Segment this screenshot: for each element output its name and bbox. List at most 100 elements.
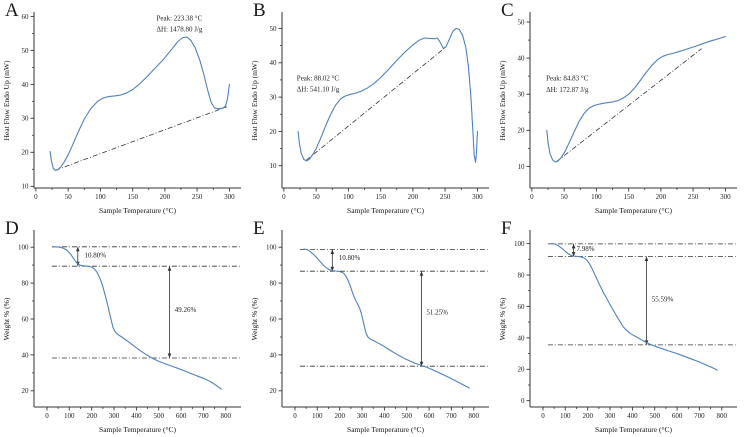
svg-text:300: 300	[720, 193, 731, 201]
svg-text:Sample Temperature (°C): Sample Temperature (°C)	[99, 206, 176, 215]
svg-text:7.98%: 7.98%	[577, 245, 595, 253]
svg-text:300: 300	[224, 193, 235, 201]
svg-text:ΔH: 541.10 J/g: ΔH: 541.10 J/g	[297, 86, 340, 94]
svg-text:700: 700	[694, 412, 705, 420]
svg-text:700: 700	[446, 412, 457, 420]
svg-text:150: 150	[127, 193, 138, 201]
panel-f: 0 100 200 300 400 500 600 700 800 0 20 40 60 80 100 Sam…	[496, 218, 744, 437]
svg-text:700: 700	[198, 412, 209, 420]
panel-label-b: B	[253, 0, 266, 21]
svg-text:Sample Temperature (°C): Sample Temperature (°C)	[347, 206, 424, 215]
svg-text:500: 500	[153, 412, 164, 420]
svg-text:10.80%: 10.80%	[339, 254, 361, 262]
svg-text:50: 50	[65, 193, 73, 201]
svg-text:300: 300	[357, 412, 368, 420]
svg-text:Peak: 88.02 °C: Peak: 88.02 °C	[297, 75, 340, 83]
svg-text:800: 800	[221, 412, 232, 420]
panel-c: 0 50 100 150 200 250 300 10 20 30 40 50 Sample Tempe…	[496, 0, 744, 218]
svg-text:0: 0	[530, 193, 534, 201]
dsc-chart-b: 0 50 100 150 200 250 300 10 20 30 40 50 Sample Tempe…	[250, 12, 489, 215]
svg-text:Heat Flow Endo Up (mW): Heat Flow Endo Up (mW)	[250, 60, 259, 140]
svg-text:49.26%: 49.26%	[175, 306, 197, 314]
svg-text:200: 200	[160, 193, 171, 201]
svg-text:ΔH: 1478.80 J/g: ΔH: 1478.80 J/g	[157, 25, 203, 33]
svg-text:55.59%: 55.59%	[652, 296, 674, 304]
svg-text:40: 40	[270, 59, 278, 67]
svg-text:20: 20	[518, 366, 526, 374]
svg-text:800: 800	[469, 412, 480, 420]
svg-text:250: 250	[192, 193, 203, 201]
panel-label-f: F	[501, 218, 512, 239]
svg-text:100: 100	[64, 412, 75, 420]
svg-text:0: 0	[521, 397, 525, 405]
svg-text:0: 0	[45, 412, 49, 420]
svg-text:60: 60	[22, 315, 30, 323]
panel-label-c: C	[501, 0, 514, 21]
svg-text:Sample Temperature (°C): Sample Temperature (°C)	[595, 425, 672, 434]
svg-text:0: 0	[541, 412, 545, 420]
svg-text:300: 300	[605, 412, 616, 420]
svg-text:50: 50	[561, 193, 569, 201]
svg-text:250: 250	[440, 193, 451, 201]
tga-chart-f: 0 100 200 300 400 500 600 700 800 0 20 40 60 80 100 Sam…	[498, 230, 737, 434]
svg-text:Weight % (%): Weight % (%)	[2, 297, 11, 340]
svg-text:200: 200	[656, 193, 667, 201]
dsc-chart-a: 0 50 100 150 200 250 300 10 20 30 40 50 60 Sample Tem…	[2, 12, 241, 215]
svg-text:Peak: 223.38 °C: Peak: 223.38 °C	[157, 15, 203, 23]
svg-text:200: 200	[86, 412, 97, 420]
svg-text:200: 200	[334, 412, 345, 420]
svg-text:100: 100	[18, 244, 29, 252]
svg-text:60: 60	[22, 13, 30, 21]
panel-b: 0 50 100 150 200 250 300 10 20 30 40 50 Sample Tempe…	[248, 0, 496, 218]
svg-text:100: 100	[95, 193, 106, 201]
svg-text:600: 600	[672, 412, 683, 420]
svg-text:50: 50	[22, 47, 30, 55]
svg-text:300: 300	[472, 193, 483, 201]
svg-text:500: 500	[649, 412, 660, 420]
svg-text:10: 10	[518, 163, 526, 171]
svg-text:20: 20	[518, 127, 526, 135]
svg-text:600: 600	[176, 412, 187, 420]
svg-text:100: 100	[514, 240, 525, 248]
dsc-chart-c: 0 50 100 150 200 250 300 10 20 30 40 50 Sample Tempe…	[498, 12, 737, 215]
svg-text:60: 60	[518, 303, 526, 311]
svg-text:100: 100	[560, 412, 571, 420]
svg-text:0: 0	[34, 193, 38, 201]
svg-text:40: 40	[270, 351, 278, 359]
svg-text:50: 50	[518, 18, 526, 26]
svg-text:600: 600	[424, 412, 435, 420]
svg-text:Sample Temperature (°C): Sample Temperature (°C)	[99, 425, 176, 434]
panel-label-a: A	[5, 0, 19, 21]
svg-text:300: 300	[109, 412, 120, 420]
svg-text:400: 400	[627, 412, 638, 420]
svg-text:10.80%: 10.80%	[85, 252, 107, 260]
svg-text:150: 150	[623, 193, 634, 201]
svg-text:Weight % (%): Weight % (%)	[498, 297, 507, 340]
svg-text:200: 200	[582, 412, 593, 420]
svg-text:30: 30	[22, 115, 30, 123]
svg-text:80: 80	[518, 271, 526, 279]
svg-text:40: 40	[22, 81, 30, 89]
svg-text:200: 200	[408, 193, 419, 201]
svg-text:20: 20	[22, 387, 30, 395]
svg-text:100: 100	[591, 193, 602, 201]
svg-text:0: 0	[282, 193, 286, 201]
svg-text:10: 10	[22, 183, 30, 191]
svg-text:20: 20	[22, 149, 30, 157]
svg-text:100: 100	[312, 412, 323, 420]
svg-text:40: 40	[518, 334, 526, 342]
svg-text:20: 20	[270, 128, 278, 136]
svg-text:Sample Temperature (°C): Sample Temperature (°C)	[595, 206, 672, 215]
panel-label-d: D	[5, 218, 19, 239]
svg-text:60: 60	[270, 315, 278, 323]
panel-label-e: E	[253, 218, 265, 239]
svg-text:50: 50	[313, 193, 321, 201]
svg-text:ΔH: 172.87 J/g: ΔH: 172.87 J/g	[546, 86, 589, 94]
svg-text:40: 40	[22, 351, 30, 359]
svg-text:51.25%: 51.25%	[426, 309, 448, 317]
svg-text:Weight % (%): Weight % (%)	[250, 297, 259, 340]
svg-text:150: 150	[375, 193, 386, 201]
panel-a: 0 50 100 150 200 250 300 10 20 30 40 50 60 Sample Tem…	[0, 0, 248, 218]
svg-text:80: 80	[22, 280, 30, 288]
